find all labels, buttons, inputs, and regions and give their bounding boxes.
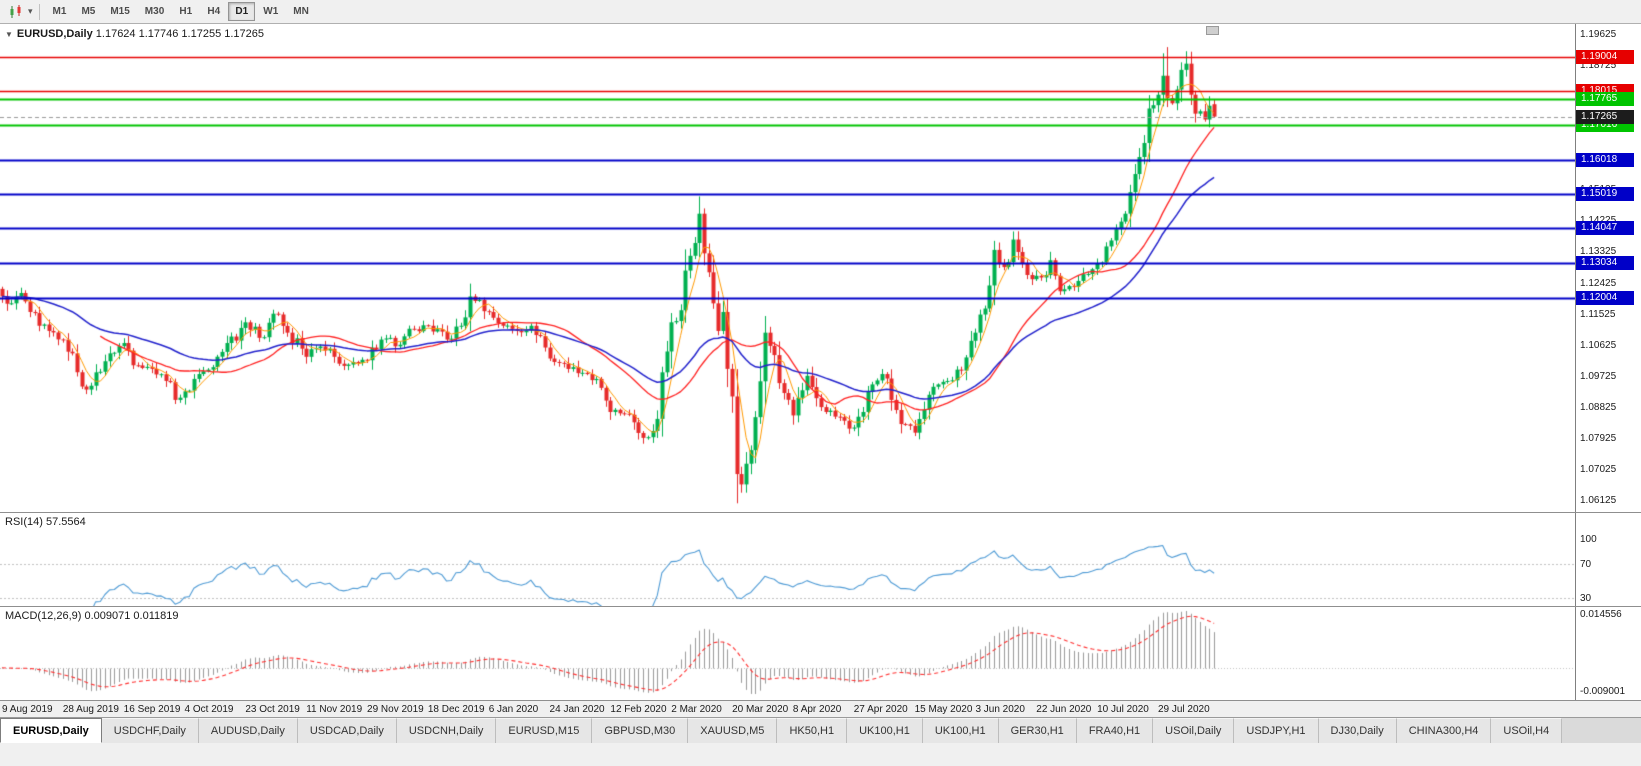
rsi-label: RSI(14) 57.5564	[5, 516, 86, 528]
date-axis-label: 20 Mar 2020	[732, 704, 789, 715]
chart-tab[interactable]: EURUSD,M15	[496, 718, 593, 743]
date-axis-label: 23 Oct 2019	[245, 704, 300, 715]
rsi-level-label: 70	[1580, 559, 1592, 570]
chart-tab-bar: EURUSD,Daily USDCHF,Daily AUDUSD,Daily USDC…	[0, 717, 1641, 743]
chart-tab[interactable]: GER30,H1	[998, 718, 1077, 743]
date-axis-label: 29 Jul 2020	[1157, 704, 1210, 715]
timeframe-button[interactable]: D1	[228, 2, 256, 21]
date-axis-label: 9 Aug 2019	[2, 704, 53, 715]
date-axis-label: 10 Jul 2020	[1097, 704, 1149, 715]
chart-tab[interactable]: UK100,H1	[847, 718, 923, 743]
date-axis[interactable]: 9 Aug 2019 28 Aug 2019 16 Sep 2019 4 Oct 20…	[0, 700, 1641, 717]
price-chart-panel: ▼ EURUSD,Daily 1.17624 1.17746 1.17255 1.…	[0, 24, 1641, 512]
timeframe-buttons: M1 M5 M15 M30 H1 H4 D1 W1 MN	[46, 2, 317, 21]
chart-tab[interactable]: USDCNH,Daily	[396, 718, 497, 743]
timeframe-button[interactable]: MN	[293, 6, 309, 17]
chart-tab[interactable]: USDJPY,H1	[1234, 718, 1319, 743]
chart-shift-marker[interactable]	[1206, 26, 1219, 35]
bottom-strip	[0, 743, 1641, 766]
macd-label: MACD(12,26,9) 0.009071 0.011819	[5, 610, 179, 622]
date-axis-label: 3 Jun 2020	[975, 704, 1025, 715]
macd-indicator-panel: MACD(12,26,9) 0.009071 0.011819 0.014556…	[0, 606, 1641, 700]
rsi-plot[interactable]	[0, 513, 1575, 606]
date-axis-label: 11 Nov 2019	[306, 704, 363, 715]
price-axis[interactable]: 1.196251.187251.178251.169251.160251.151…	[1575, 24, 1641, 512]
price-axis-label: 1.18725	[1580, 60, 1617, 72]
date-axis-label: 27 Apr 2020	[853, 704, 908, 715]
hline-price-badge: 1.16018	[1576, 152, 1634, 167]
chart-tab[interactable]: USOil,Daily	[1153, 718, 1235, 743]
chart-tab[interactable]: AUDUSD,Daily	[198, 718, 298, 743]
price-axis-label: 1.08825	[1580, 401, 1617, 413]
timeframe-button[interactable]: H4	[207, 6, 221, 17]
date-axis-label: 4 Oct 2019	[184, 704, 234, 715]
chevron-down-icon[interactable]: ▾	[28, 6, 33, 16]
date-axis-label: 12 Feb 2020	[610, 704, 667, 715]
chart-tab[interactable]: XAUUSD,M5	[688, 718, 778, 743]
chart-tab[interactable]: DJ30,Daily	[1318, 718, 1397, 743]
chart-tab[interactable]: GBPUSD,M30	[592, 718, 689, 743]
hline-price-badge: 1.15019	[1576, 187, 1634, 202]
price-axis-label: 1.13325	[1580, 246, 1617, 258]
chart-tab[interactable]: CHINA300,H4	[1396, 718, 1492, 743]
rsi-level-label: 100	[1580, 533, 1597, 545]
date-axis-label: 8 Apr 2020	[792, 704, 842, 715]
date-axis-label: 18 Dec 2019	[427, 704, 485, 715]
rsi-axis[interactable]: 100 70 30	[1575, 513, 1641, 606]
hline-price-badge: 1.12004	[1576, 291, 1634, 306]
timeframe-button[interactable]: H1	[179, 6, 193, 17]
chart-tab[interactable]: USOil,H4	[1491, 718, 1563, 743]
chart-type-icon[interactable]	[5, 3, 27, 21]
date-axis-label: 6 Jan 2020	[488, 704, 539, 715]
hline-price-badge: 1.14047	[1576, 220, 1634, 235]
date-axis-label: 28 Aug 2019	[62, 704, 119, 715]
price-axis-label: 1.11525	[1580, 308, 1616, 320]
price-axis-label: 1.07925	[1580, 432, 1617, 444]
price-axis-label: 1.19625	[1580, 29, 1617, 41]
hline-price-badge: 1.13034	[1576, 255, 1634, 270]
date-axis-label: 24 Jan 2020	[549, 704, 605, 715]
price-axis-label: 1.12425	[1580, 277, 1617, 289]
date-axis-label: 29 Nov 2019	[367, 704, 424, 715]
chart-tab[interactable]: USDCHF,Daily	[101, 718, 199, 743]
timeframe-button[interactable]: M5	[81, 6, 96, 17]
chart-tab[interactable]: HK50,H1	[777, 718, 848, 743]
chart-tab[interactable]: UK100,H1	[922, 718, 999, 743]
rsi-level-label: 30	[1580, 593, 1592, 604]
timeframe-button[interactable]: M1	[52, 6, 67, 17]
chart-title: ▼ EURUSD,Daily 1.17624 1.17746 1.17255 1.…	[5, 28, 264, 40]
macd-axis-bottom-label: -0.009001	[1580, 686, 1626, 697]
timeframe-button[interactable]: M15	[110, 6, 130, 17]
chart-tab[interactable]: USDCAD,Daily	[297, 718, 397, 743]
date-axis-label: 22 Jun 2020	[1036, 704, 1092, 715]
date-axis-label: 2 Mar 2020	[671, 704, 722, 715]
price-axis-label: 1.07025	[1580, 463, 1617, 475]
price-axis-label: 1.09725	[1580, 370, 1617, 382]
candlestick-plot[interactable]	[0, 24, 1575, 512]
chart-symbol-label: EURUSD,Daily	[16, 28, 93, 40]
toolbar-separator	[38, 3, 40, 20]
hline-price-badge: 1.19004	[1576, 49, 1634, 64]
timeframe-button[interactable]: M30	[144, 6, 165, 17]
chart-tab[interactable]: EURUSD,Daily	[0, 718, 102, 743]
collapse-chart-arrow-icon[interactable]: ▼	[5, 30, 13, 39]
macd-axis[interactable]: 0.014556 -0.009001	[1575, 607, 1641, 700]
timeframe-toolbar: ▾ M1 M5 M15 M30 H1 H4 D1 W1 MN	[0, 0, 1641, 24]
chart-ohlc-values: 1.17624 1.17746 1.17255 1.17265	[95, 28, 264, 40]
chart-tab[interactable]: FRA40,H1	[1076, 718, 1154, 743]
price-axis-label: 1.06125	[1580, 494, 1617, 506]
date-axis-label: 16 Sep 2019	[123, 704, 181, 715]
candlestick-chart-glyph	[10, 4, 21, 18]
macd-plot[interactable]	[0, 607, 1575, 700]
rsi-indicator-panel: RSI(14) 57.5564 100 70 30	[0, 512, 1641, 606]
hline-price-badge: 1.17765	[1576, 92, 1634, 107]
price-axis-label: 1.10625	[1580, 339, 1617, 351]
macd-axis-top-label: 0.014556	[1580, 609, 1622, 620]
timeframe-button[interactable]: W1	[263, 6, 279, 17]
date-axis-label: 15 May 2020	[914, 704, 973, 715]
bid-price-badge: 1.17265	[1576, 109, 1634, 124]
